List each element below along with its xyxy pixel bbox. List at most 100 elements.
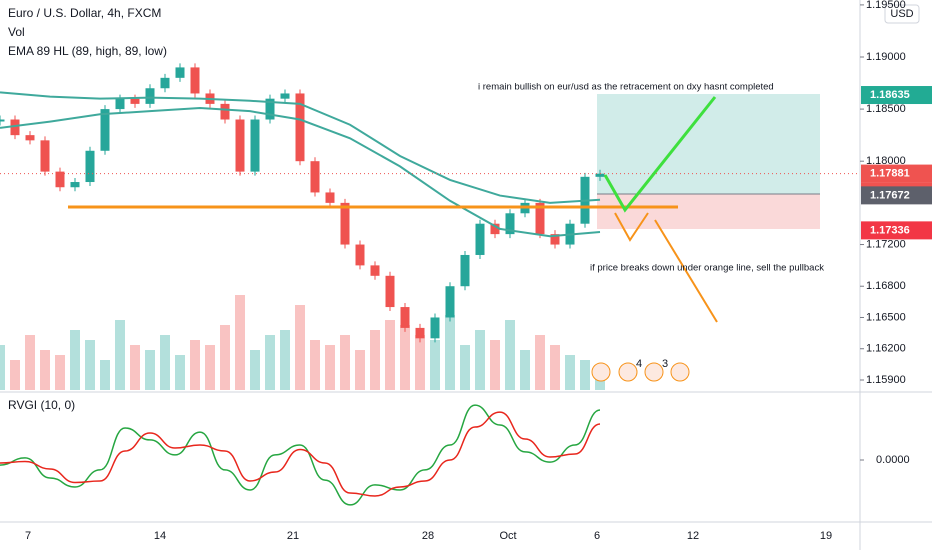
candle	[400, 307, 410, 328]
volume-bar	[85, 340, 95, 390]
candle	[130, 98, 140, 104]
price-tag	[861, 186, 932, 205]
volume-bar	[0, 345, 5, 390]
volume-bar	[445, 315, 455, 390]
candle	[220, 103, 230, 120]
ema-legend: EMA 89 HL (89, high, 89, low)	[8, 44, 167, 58]
candle	[490, 223, 500, 235]
price-tag-label: 1.17672	[870, 189, 910, 201]
rvgi-tick-label: 0.0000	[876, 454, 910, 466]
price-tick-label: 1.16200	[866, 343, 906, 355]
candle	[0, 119, 5, 122]
date-label: 12	[687, 530, 699, 542]
candle	[430, 317, 440, 339]
date-label: 19	[820, 530, 832, 542]
volume-bar	[475, 330, 485, 390]
currency-label[interactable]: USD	[890, 8, 913, 20]
volume-bar	[25, 335, 35, 390]
candle	[115, 98, 125, 110]
candle	[325, 192, 335, 203]
pullback-path	[614, 212, 649, 242]
currency-button[interactable]	[884, 4, 920, 24]
volume-bar	[310, 340, 320, 390]
volume-bar	[355, 350, 365, 390]
date-label: 6	[594, 530, 600, 542]
volume-bar	[430, 340, 440, 390]
rvgi-line	[0, 404, 601, 506]
volume-bar	[175, 355, 185, 390]
price-tick-label: 1.19000	[866, 51, 906, 63]
candle	[475, 223, 485, 255]
candle	[265, 98, 275, 120]
candle	[160, 77, 170, 89]
candle	[250, 119, 260, 172]
volume-bar	[490, 340, 500, 390]
volume-bar	[520, 350, 530, 390]
annotation: if price breaks down under orange line, …	[590, 263, 824, 274]
rvgi-legend: RVGI (10, 0)	[8, 398, 75, 412]
volume-bar	[565, 355, 575, 390]
candle	[40, 140, 50, 172]
price-tag-label: 1.17881	[870, 167, 910, 179]
candle	[280, 93, 290, 99]
candle	[10, 119, 20, 136]
volume-bar	[415, 335, 425, 390]
stop-zone	[597, 194, 820, 229]
candle	[415, 327, 425, 339]
candle	[175, 67, 185, 78]
date-label: 14	[154, 530, 166, 542]
candle	[55, 171, 65, 188]
volume-bar	[325, 345, 335, 390]
price-tag	[861, 221, 932, 240]
ema-line	[0, 107, 601, 238]
volume-bar	[190, 340, 200, 390]
volume-bar	[460, 345, 470, 390]
volume-bar	[385, 320, 395, 390]
target-zone	[597, 94, 820, 194]
candle	[535, 202, 545, 235]
bearish-path	[654, 219, 718, 323]
volume-legend: Vol	[8, 25, 25, 39]
annotation: i remain bullish on eur/usd as the retra…	[478, 82, 774, 93]
volume-bar	[370, 330, 380, 390]
volume-bar	[280, 330, 290, 390]
volume-bar	[580, 360, 590, 390]
price-tag	[861, 86, 932, 105]
candle	[505, 213, 515, 235]
date-label: 28	[422, 530, 434, 542]
candle	[70, 182, 80, 188]
volume-bar	[400, 325, 410, 390]
price-tick-label: 1.19500	[866, 0, 906, 11]
price-tick-label: 1.16500	[866, 311, 906, 323]
price-tag-label: 1.18635	[870, 89, 910, 101]
candle	[595, 173, 605, 177]
date-label: 21	[287, 530, 299, 542]
volume-bar	[115, 320, 125, 390]
candle	[460, 254, 470, 287]
price-tag-label: 1.17336	[870, 224, 910, 236]
candle	[235, 119, 245, 172]
volume-bar	[235, 295, 245, 390]
event-count: 3	[662, 358, 668, 370]
volume-bar	[535, 335, 545, 390]
candle	[340, 202, 350, 245]
volume-bar	[265, 335, 275, 390]
candle	[445, 286, 455, 318]
ema-line	[0, 91, 601, 204]
volume-bar	[55, 355, 65, 390]
volume-bar	[250, 350, 260, 390]
candle	[85, 150, 95, 183]
date-label: 7	[25, 530, 31, 542]
candle	[295, 93, 305, 162]
price-tick-label: 1.16800	[866, 280, 906, 292]
volume-bar	[160, 335, 170, 390]
price-tick-label: 1.17200	[866, 238, 906, 250]
volume-bar	[145, 350, 155, 390]
symbol-legend: Euro / U.S. Dollar, 4h, FXCM	[8, 6, 161, 20]
candle	[310, 161, 320, 193]
candle	[25, 135, 35, 141]
candle	[370, 265, 380, 276]
candle	[190, 67, 200, 94]
event-icons	[591, 362, 690, 382]
